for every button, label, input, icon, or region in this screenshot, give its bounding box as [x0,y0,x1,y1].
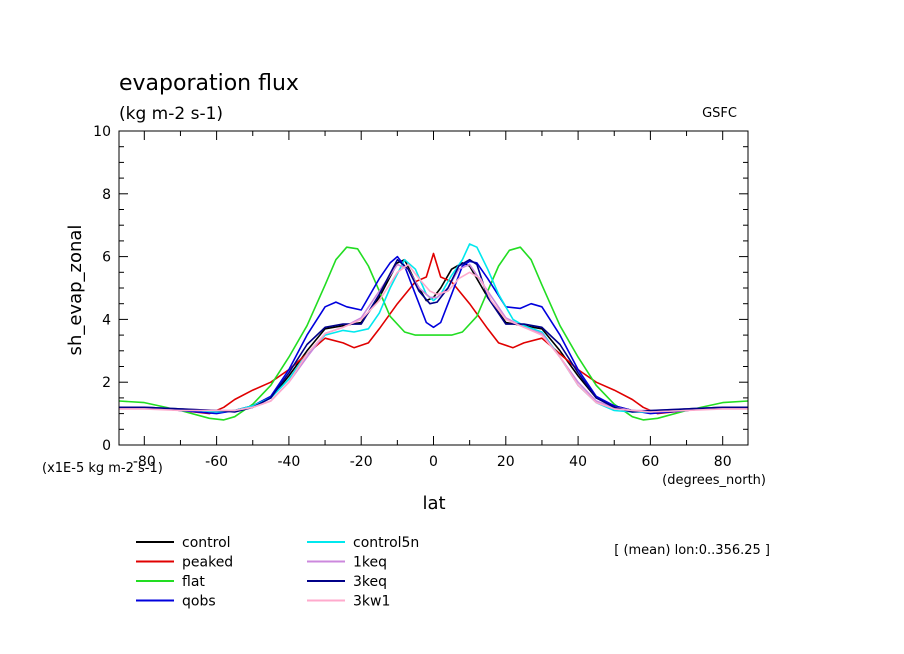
plot-border [118,130,749,446]
legend-label-flat: flat [182,574,205,590]
x-tick-label: 0 [429,454,438,470]
y-tick-label: 4 [102,312,111,328]
x-tick-label: 40 [569,454,587,470]
legend: control peaked flat qobs control5n 1keq 3keq 3k… [136,535,419,610]
mean-note: [ (mean) lon:0..356.25 ] [614,543,770,558]
x-tick-label: 20 [497,454,515,470]
legend-label-3kw1: 3kw1 [353,594,390,610]
x-axis-label: lat [422,493,445,514]
series-line-flat [118,246,749,421]
y-scale-note: (x1E-5 kg m-2 s-1) [42,461,163,476]
y-tick-label: 6 [102,250,111,266]
x-tick-label: -80 [133,454,156,470]
x-units-label: (degrees_north) [662,473,766,488]
legend-label-1keq: 1keq [353,555,387,571]
y-axis-label: sh_evap_zonal [65,225,86,356]
axis-ticks: -80 -60 -40 -20 0 20 40 60 80 0 2 4 6 8 10 [93,124,748,470]
series-layer [118,243,749,421]
series-line-1keq [119,263,748,412]
y-tick-label: 2 [102,375,111,391]
legend-label-3keq: 3keq [353,574,387,590]
series-line-qobs [119,255,748,415]
plot-frame [118,130,749,446]
series-line-3kw1 [119,263,748,413]
chart-title: evaporation flux [119,71,299,96]
legend-label-control5n: control5n [353,535,419,551]
legend-label-control: control [182,535,231,551]
legend-label-peaked: peaked [182,555,233,571]
source-label: GSFC [702,106,737,121]
x-tick-label: -20 [350,454,373,470]
x-tick-label: 80 [714,454,732,470]
y-tick-label: 10 [93,124,111,140]
series-line-peaked [119,252,748,415]
chart-subtitle: (kg m-2 s-1) [119,104,223,124]
legend-label-qobs: qobs [182,594,216,610]
series-line-3keq [119,258,748,413]
x-tick-label: 60 [641,454,659,470]
y-tick-label: 0 [102,438,111,454]
y-tick-label: 8 [102,187,111,203]
x-tick-label: -40 [277,454,300,470]
x-tick-label: -60 [205,454,228,470]
